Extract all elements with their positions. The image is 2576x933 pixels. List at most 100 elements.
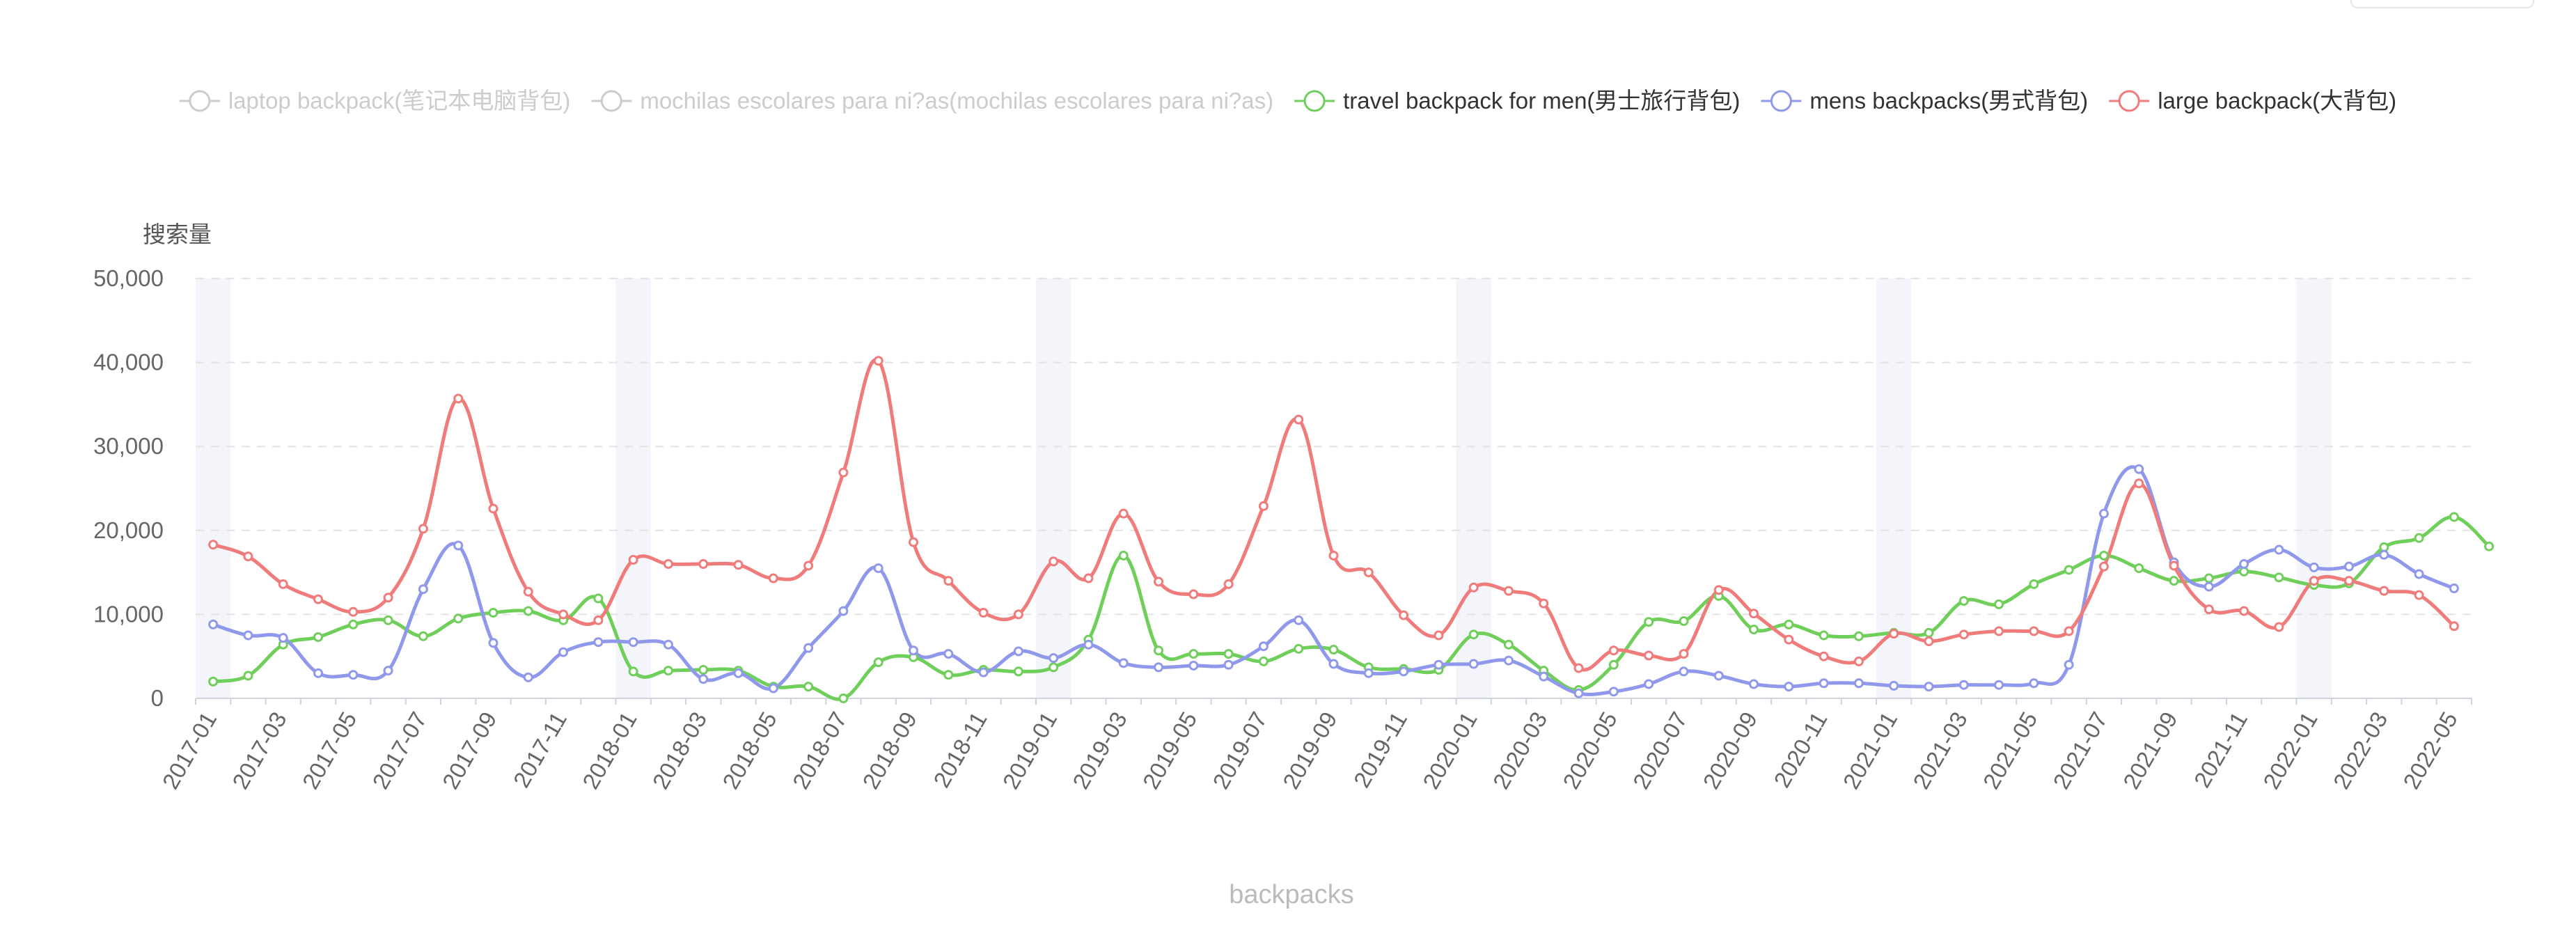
data-point[interactable] [1994, 626, 2004, 636]
data-point[interactable] [558, 609, 569, 620]
data-point[interactable] [208, 619, 219, 629]
data-point[interactable] [2204, 573, 2214, 583]
legend-item-3[interactable]: mens backpacks(男式背包) [1761, 88, 2088, 113]
data-point[interactable] [2414, 533, 2424, 543]
data-point[interactable] [2029, 579, 2039, 589]
data-point[interactable] [663, 666, 673, 676]
data-point[interactable] [803, 682, 814, 692]
data-point[interactable] [1853, 678, 1864, 689]
data-point[interactable] [523, 606, 533, 616]
data-point[interactable] [2343, 561, 2354, 572]
data-point[interactable] [348, 619, 359, 629]
data-point[interactable] [2343, 576, 2354, 586]
data-point[interactable] [1468, 659, 1479, 669]
data-point[interactable] [943, 670, 954, 680]
data-point[interactable] [243, 630, 253, 641]
data-point[interactable] [1644, 650, 1654, 661]
data-point[interactable] [1083, 639, 1094, 650]
data-point[interactable] [1049, 653, 1059, 664]
data-point[interactable] [1258, 656, 1269, 666]
data-point[interactable] [1573, 688, 1584, 698]
data-point[interactable] [1223, 579, 1234, 589]
data-point[interactable] [418, 584, 428, 595]
data-point[interactable] [488, 607, 498, 618]
data-point[interactable] [383, 593, 393, 603]
data-point[interactable] [593, 637, 604, 648]
data-point[interactable] [1294, 643, 1304, 654]
data-point[interactable] [1889, 680, 1899, 691]
data-point[interactable] [1679, 616, 1689, 627]
data-point[interactable] [453, 540, 464, 551]
data-point[interactable] [1644, 679, 1654, 689]
data-point[interactable] [1013, 666, 1023, 677]
data-point[interactable] [1958, 680, 1969, 690]
legend[interactable]: laptop backpack(笔记本电脑背包) mochilas escolar… [179, 88, 2396, 113]
data-point[interactable] [1924, 627, 1934, 638]
data-point[interactable] [453, 393, 464, 404]
data-point[interactable] [2098, 561, 2109, 572]
data-point[interactable] [1013, 609, 1023, 620]
data-point[interactable] [208, 540, 219, 550]
data-point[interactable] [1819, 651, 1829, 661]
data-point[interactable] [1118, 658, 1129, 668]
data-point[interactable] [1573, 663, 1584, 673]
data-point[interactable] [2064, 565, 2074, 575]
data-point[interactable] [1853, 656, 1864, 666]
data-point[interactable] [2414, 569, 2424, 579]
data-point[interactable] [2239, 559, 2249, 570]
data-point[interactable] [768, 573, 778, 583]
data-point[interactable] [1188, 649, 1199, 659]
data-point[interactable] [2098, 550, 2109, 560]
data-point[interactable] [1924, 682, 1934, 692]
data-point[interactable] [313, 668, 324, 678]
data-point[interactable] [1889, 629, 1899, 639]
data-point[interactable] [2064, 659, 2074, 670]
data-point[interactable] [243, 551, 253, 562]
data-point[interactable] [838, 693, 849, 703]
data-point[interactable] [313, 594, 324, 604]
data-point[interactable] [1013, 646, 1023, 657]
data-point[interactable] [2204, 581, 2214, 592]
data-point[interactable] [1188, 660, 1199, 671]
data-point[interactable] [1994, 599, 2004, 609]
data-point[interactable] [803, 560, 814, 571]
legend-item-2[interactable]: travel backpack for men(男士旅行背包) [1294, 88, 1740, 113]
data-point[interactable] [803, 643, 814, 653]
data-point[interactable] [1539, 671, 1549, 682]
data-point[interactable] [2274, 622, 2284, 632]
data-point[interactable] [1608, 645, 1619, 656]
data-point[interactable] [2274, 544, 2284, 555]
data-point[interactable] [978, 667, 989, 677]
data-point[interactable] [1154, 645, 1164, 656]
data-point[interactable] [838, 606, 849, 616]
data-point[interactable] [523, 672, 533, 682]
series-line-4[interactable] [212, 357, 2456, 672]
data-point[interactable] [943, 576, 954, 586]
data-point[interactable] [1608, 687, 1619, 697]
data-point[interactable] [1468, 629, 1479, 640]
data-point[interactable] [1258, 501, 1269, 511]
data-point[interactable] [1363, 668, 1374, 678]
data-point[interactable] [1434, 630, 1444, 641]
data-point[interactable] [1049, 556, 1059, 567]
data-point[interactable] [1784, 682, 1794, 692]
data-point[interactable] [1503, 639, 1514, 650]
data-point[interactable] [908, 645, 918, 656]
data-point[interactable] [2379, 549, 2389, 560]
data-point[interactable] [698, 674, 709, 684]
data-point[interactable] [1188, 589, 1199, 599]
data-point[interactable] [278, 579, 288, 589]
data-point[interactable] [2239, 606, 2249, 616]
data-point[interactable] [733, 560, 744, 570]
data-point[interactable] [1118, 508, 1129, 519]
data-point[interactable] [278, 633, 288, 643]
data-point[interactable] [2309, 576, 2319, 586]
data-point[interactable] [2134, 464, 2144, 474]
data-point[interactable] [838, 467, 849, 478]
data-point[interactable] [768, 683, 778, 693]
data-point[interactable] [1749, 625, 1759, 635]
data-point[interactable] [1784, 619, 1794, 629]
data-point[interactable] [1468, 582, 1479, 593]
data-point[interactable] [1749, 609, 1759, 619]
data-point[interactable] [698, 559, 709, 570]
